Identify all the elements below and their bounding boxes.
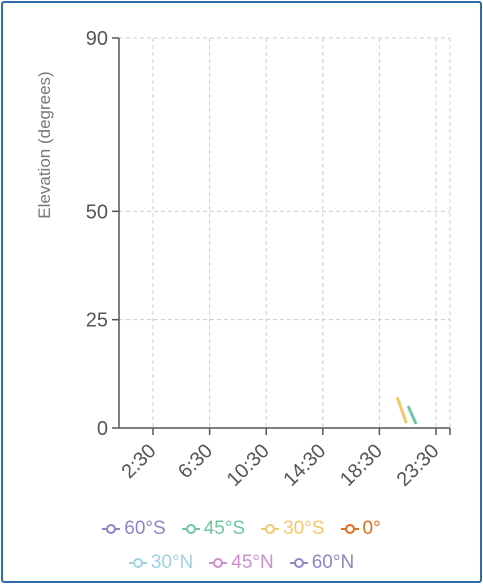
- legend-marker-icon: [209, 558, 228, 568]
- legend-label: 30°N: [150, 552, 194, 573]
- y-tick-label: 90: [86, 28, 108, 50]
- legend-marker-icon: [128, 558, 147, 568]
- legend-label: 60°N: [311, 552, 355, 573]
- x-tick-label: 10:30: [223, 440, 274, 491]
- series-lines: [396, 397, 418, 425]
- legend-marker-icon: [181, 524, 200, 534]
- legend-item: 30°N: [128, 552, 194, 574]
- legend-row: 30°N 45°N 60°N: [3, 552, 480, 574]
- y-tick-label: 0: [97, 418, 108, 440]
- grid-lines: [119, 37, 451, 428]
- tick-labels: 0 25 50 90 2:30 6:30 10:30 14:30 18:30 23:30: [86, 28, 444, 491]
- elevation-chart: 0 25 50 90 2:30 6:30 10:30 14:30 18:30 23:30 Elev…: [35, 28, 451, 491]
- x-tick-label: 14:30: [279, 440, 330, 491]
- legend-label: 30°S: [283, 518, 325, 539]
- legend-marker-icon: [102, 524, 121, 534]
- legend-item: 30°S: [261, 518, 325, 540]
- legend-label: 0°: [362, 518, 381, 539]
- y-tick-label: 50: [86, 201, 108, 223]
- axes: [112, 37, 451, 435]
- legend-item: 45°S: [181, 518, 246, 540]
- legend-marker-icon: [289, 558, 308, 568]
- x-tick-label: 6:30: [174, 440, 217, 483]
- x-tick-label: 18:30: [336, 440, 387, 491]
- series-line: [396, 397, 408, 424]
- legend-item: 60°N: [289, 552, 355, 574]
- x-tick-label: 23:30: [393, 440, 444, 491]
- legend-item: 0°: [340, 518, 381, 540]
- legend-marker-icon: [340, 524, 359, 534]
- series-line: [407, 405, 418, 425]
- y-tick-label: 25: [86, 310, 108, 332]
- x-tick-label: 2:30: [117, 440, 160, 483]
- legend-row: 60°S 45°S 30°S 0°: [3, 518, 480, 540]
- legend-label: 45°N: [231, 552, 274, 573]
- legend-item: 60°S: [102, 518, 166, 540]
- y-axis-label: Elevation (degrees): [35, 71, 54, 218]
- legend-label: 45°S: [203, 518, 246, 539]
- legend-marker-icon: [261, 524, 280, 534]
- legend-label: 60°S: [124, 518, 166, 539]
- legend-item: 45°N: [209, 552, 274, 574]
